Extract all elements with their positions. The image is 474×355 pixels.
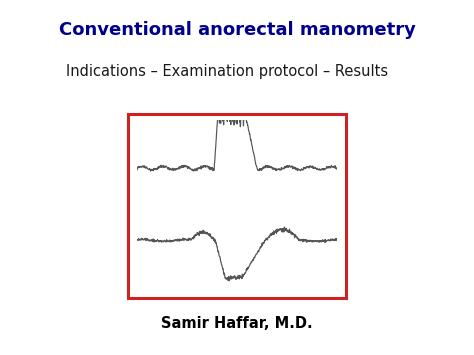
Text: Samir Haffar, M.D.: Samir Haffar, M.D.	[161, 316, 313, 331]
Bar	[128, 114, 346, 298]
Text: Indications – Examination protocol – Results: Indications – Examination protocol – Res…	[66, 64, 389, 79]
Text: Conventional anorectal manometry: Conventional anorectal manometry	[59, 21, 415, 39]
